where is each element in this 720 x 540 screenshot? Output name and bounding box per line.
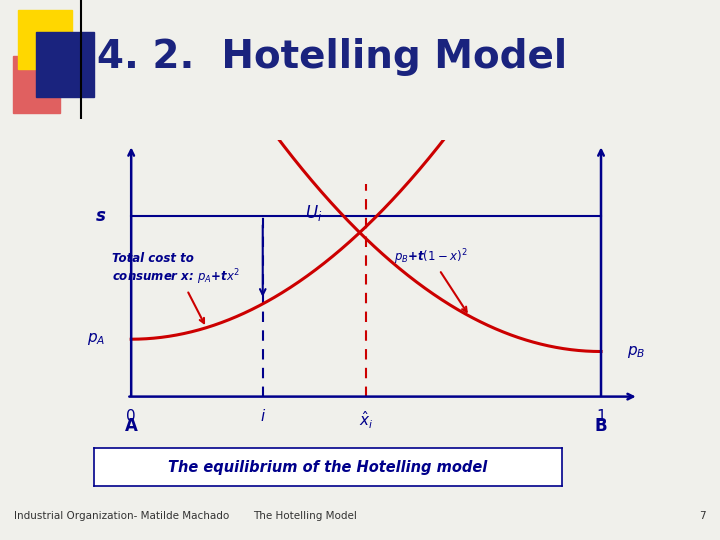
Bar xyxy=(13,56,60,113)
Text: 0: 0 xyxy=(127,409,136,424)
Text: $\hat{x}_i$: $\hat{x}_i$ xyxy=(359,409,374,430)
Text: s: s xyxy=(96,207,105,225)
Text: Total cost to
consumer x: $p_A$+t$x^2$: Total cost to consumer x: $p_A$+t$x^2$ xyxy=(112,252,240,323)
Text: 1: 1 xyxy=(596,409,606,424)
Text: $U_i$: $U_i$ xyxy=(305,203,323,223)
Bar xyxy=(36,32,94,97)
Text: The equilibrium of the Hotelling model: The equilibrium of the Hotelling model xyxy=(168,460,487,475)
Text: $p_B$: $p_B$ xyxy=(627,343,645,360)
Bar xyxy=(18,10,72,69)
Text: B: B xyxy=(595,417,608,435)
Text: Industrial Organization- Matilde Machado: Industrial Organization- Matilde Machado xyxy=(14,511,230,521)
Text: i: i xyxy=(261,409,265,424)
Text: $p_B$+t$(1-x)^2$: $p_B$+t$(1-x)^2$ xyxy=(395,247,468,312)
Text: $p_A$: $p_A$ xyxy=(87,331,105,347)
Text: 4. 2.  Hotelling Model: 4. 2. Hotelling Model xyxy=(97,38,567,76)
Text: 7: 7 xyxy=(699,511,706,521)
Text: A: A xyxy=(125,417,138,435)
Text: The Hotelling Model: The Hotelling Model xyxy=(253,511,356,521)
